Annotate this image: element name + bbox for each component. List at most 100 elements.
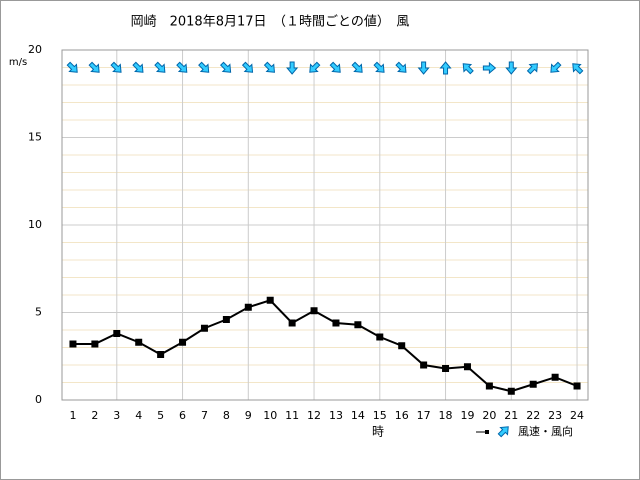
- wind-arrow: [286, 61, 299, 75]
- marker: [244, 303, 252, 311]
- wind-arrow: [439, 61, 452, 75]
- wind-arrow: [154, 61, 166, 73]
- wind-arrow-shape: [439, 61, 452, 75]
- wind-arrow: [220, 61, 232, 73]
- y-tick-label: 15: [28, 131, 42, 144]
- wind-arrow-shape: [550, 61, 562, 73]
- wind-arrow: [550, 61, 562, 73]
- wind-arrow: [395, 61, 407, 73]
- x-tick-label: 21: [504, 409, 518, 422]
- wind-arrow-shape: [198, 61, 210, 73]
- marker: [573, 382, 581, 390]
- wind-arrow: [572, 63, 584, 75]
- legend-arrow: [497, 426, 509, 438]
- wind-arrow-shape: [417, 61, 430, 75]
- wind-arrow-shape: [309, 61, 321, 73]
- wind-arrow-shape: [373, 61, 385, 73]
- x-tick-label: 16: [395, 409, 409, 422]
- marker: [310, 307, 318, 315]
- marker: [113, 330, 121, 337]
- marker: [332, 319, 340, 327]
- wind-arrow: [88, 61, 100, 73]
- x-tick-label: 22: [526, 409, 540, 422]
- marker: [529, 380, 537, 388]
- marker: [376, 333, 384, 341]
- y-tick-label: 0: [35, 393, 42, 406]
- x-tick-label: 17: [417, 409, 431, 422]
- x-tick-label: 23: [548, 409, 562, 422]
- marker: [398, 342, 406, 350]
- marker: [222, 316, 230, 323]
- marker: [463, 363, 471, 371]
- marker: [507, 387, 515, 395]
- wind-arrow-shape: [263, 61, 276, 73]
- wind-arrow-shape: [462, 63, 474, 75]
- x-tick-label: 13: [329, 409, 343, 422]
- wind-arrow: [482, 61, 497, 75]
- marker: [69, 340, 77, 348]
- wind-arrow: [505, 61, 518, 75]
- marker: [179, 338, 187, 346]
- wind-arrow-shape: [286, 61, 299, 75]
- marker: [91, 340, 99, 348]
- marker: [200, 324, 208, 332]
- y-tick-label: 5: [35, 306, 42, 319]
- marker: [551, 373, 559, 381]
- x-tick-label: 2: [91, 409, 98, 422]
- legend-marker: [485, 430, 489, 434]
- x-tick-label: 12: [307, 409, 321, 422]
- x-tick-label: 20: [482, 409, 496, 422]
- wind-arrow: [309, 61, 321, 73]
- x-tick-label: 5: [157, 409, 164, 422]
- x-tick-label: 3: [113, 409, 120, 422]
- wind-arrow: [198, 61, 210, 73]
- wind-arrow: [373, 61, 385, 73]
- wind-arrow-shape: [176, 61, 188, 73]
- wind-arrow-shape: [395, 61, 407, 73]
- x-tick-label: 8: [223, 409, 230, 422]
- x-tick-label: 9: [245, 409, 252, 422]
- wind-arrow: [263, 61, 276, 73]
- y-tick-label: 10: [28, 218, 42, 231]
- wind-arrow-shape: [66, 61, 78, 73]
- x-tick-label: 4: [135, 409, 142, 422]
- wind-arrow: [241, 61, 254, 73]
- marker: [157, 351, 165, 358]
- wind-arrow-shape: [220, 61, 232, 73]
- x-tick-label: 7: [201, 409, 208, 422]
- wind-arrow-shape: [241, 61, 254, 73]
- x-axis-label: 時: [372, 425, 384, 439]
- marker: [420, 361, 428, 369]
- marker: [442, 365, 450, 372]
- wind-arrow: [132, 61, 144, 73]
- wind-arrow: [176, 61, 188, 73]
- y-tick-label: 20: [28, 43, 42, 56]
- y-axis-unit: m/s: [9, 57, 27, 68]
- x-tick-label: 18: [439, 409, 453, 422]
- x-tick-label: 24: [570, 409, 584, 422]
- wind-arrow-shape: [110, 61, 122, 73]
- wind-arrow-shape: [505, 61, 518, 75]
- plot-border: [61, 49, 589, 401]
- wind-arrow-shape: [154, 61, 166, 73]
- wind-arrow: [417, 61, 430, 75]
- wind-arrow-shape: [482, 61, 497, 75]
- wind-arrow: [66, 61, 78, 73]
- marker: [485, 382, 493, 390]
- marker: [354, 321, 362, 329]
- x-tick-label: 1: [69, 409, 76, 422]
- legend-text: 風速・風向: [518, 424, 573, 438]
- wind-arrow: [351, 61, 363, 73]
- chart-title: 岡崎 2018年8月17日 （１時間ごとの値） 風: [131, 14, 410, 30]
- wind-arrow: [329, 61, 341, 73]
- wind-arrow-shape: [572, 63, 584, 75]
- wind-arrow-shape: [526, 63, 539, 75]
- wind-arrow: [462, 63, 474, 75]
- wind-arrow-shape: [132, 61, 144, 73]
- wind-arrow: [526, 63, 539, 75]
- x-tick-label: 14: [351, 409, 365, 422]
- x-tick-label: 15: [373, 409, 387, 422]
- marker: [266, 296, 274, 304]
